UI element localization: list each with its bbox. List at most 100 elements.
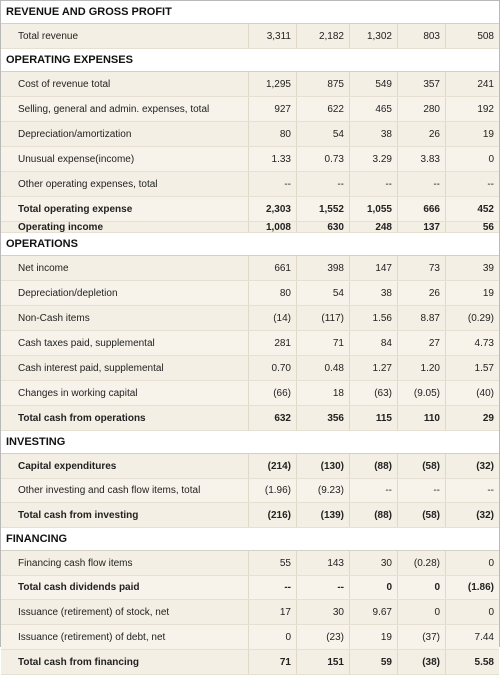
value-cell: 137 [397, 222, 445, 233]
table-row: Cash taxes paid, supplemental 281 71 84 27 4.… [1, 331, 499, 356]
table-row: Unusual expense(income) 1.33 0.73 3.29 3.83 0 [1, 147, 499, 172]
table-row: Total cash from operations 632 356 115 110 29 [1, 406, 499, 431]
value-cell: 632 [248, 406, 296, 430]
value-cell: 0 [445, 551, 499, 575]
section-header: OPERATING EXPENSES [1, 49, 499, 72]
value-cell: -- [397, 479, 445, 502]
value-cell: 18 [296, 381, 349, 405]
row-label: Capital expenditures [18, 460, 117, 472]
value-cell: 622 [296, 97, 349, 121]
value-cell: 2,303 [248, 197, 296, 221]
row-label: Selling, general and admin. expenses, to… [18, 103, 210, 115]
value-cell: (38) [397, 650, 445, 674]
value-cell: 0 [397, 576, 445, 599]
value-cell: 30 [296, 600, 349, 624]
table-row: Cost of revenue total 1,295 875 549 357 241 [1, 72, 499, 97]
table-row: Financing cash flow items 55 143 30 (0.28) 0 [1, 551, 499, 576]
value-cell: (37) [397, 625, 445, 649]
value-cell: 27 [397, 331, 445, 355]
row-label: Financing cash flow items [18, 557, 133, 569]
value-cell: 19 [445, 122, 499, 146]
table-row: Total cash dividends paid -- -- 0 0 (1.86) [1, 576, 499, 600]
value-cell: 0.70 [248, 356, 296, 380]
value-cell: 151 [296, 650, 349, 674]
value-cell: 927 [248, 97, 296, 121]
value-cell: 26 [397, 122, 445, 146]
value-cell: -- [349, 479, 397, 502]
table-row: Depreciation/amortization 80 54 38 26 19 [1, 122, 499, 147]
value-cell: 54 [296, 122, 349, 146]
table-row: Total revenue 3,311 2,182 1,302 803 508 [1, 24, 499, 49]
value-cell: 80 [248, 281, 296, 305]
value-cell: (130) [296, 454, 349, 478]
value-cell: 281 [248, 331, 296, 355]
value-cell: (117) [296, 306, 349, 330]
value-cell: (58) [397, 503, 445, 527]
value-cell: (23) [296, 625, 349, 649]
value-cell: 1.57 [445, 356, 499, 380]
value-cell: -- [349, 172, 397, 196]
value-cell: (0.29) [445, 306, 499, 330]
value-cell: 56 [445, 222, 499, 233]
table-row: Selling, general and admin. expenses, to… [1, 97, 499, 122]
value-cell: 26 [397, 281, 445, 305]
value-cell: 84 [349, 331, 397, 355]
row-label: Other operating expenses, total [18, 178, 158, 190]
table-row: Capital expenditures (214) (130) (88) (58) (3… [1, 454, 499, 479]
value-cell: 73 [397, 256, 445, 280]
section-header: INVESTING [1, 431, 499, 454]
value-cell: (32) [445, 503, 499, 527]
value-cell: 241 [445, 72, 499, 96]
row-label: Total cash from operations [18, 412, 146, 424]
value-cell: 1.20 [397, 356, 445, 380]
value-cell: 1,295 [248, 72, 296, 96]
value-cell: 356 [296, 406, 349, 430]
value-cell: 803 [397, 24, 445, 48]
table-row: Total operating expense 2,303 1,552 1,055 66… [1, 197, 499, 222]
value-cell: -- [445, 479, 499, 502]
value-cell: 8.87 [397, 306, 445, 330]
value-cell: 248 [349, 222, 397, 233]
row-label: Cash interest paid, supplemental [18, 362, 164, 374]
value-cell: 661 [248, 256, 296, 280]
value-cell: 452 [445, 197, 499, 221]
value-cell: 0.48 [296, 356, 349, 380]
row-label: Net income [18, 262, 69, 274]
section-header: FINANCING [1, 528, 499, 551]
value-cell: 0 [349, 576, 397, 599]
value-cell: 0 [397, 600, 445, 624]
value-cell: 54 [296, 281, 349, 305]
value-cell: 147 [349, 256, 397, 280]
row-label: Issuance (retirement) of debt, net [18, 631, 166, 643]
value-cell: 59 [349, 650, 397, 674]
value-cell: (216) [248, 503, 296, 527]
value-cell: 19 [349, 625, 397, 649]
row-label: Other investing and cash flow items, tot… [18, 485, 201, 496]
table-row: Depreciation/depletion 80 54 38 26 19 [1, 281, 499, 306]
value-cell: 1,552 [296, 197, 349, 221]
value-cell: -- [296, 576, 349, 599]
value-cell: (63) [349, 381, 397, 405]
value-cell: 29 [445, 406, 499, 430]
value-cell: 3.29 [349, 147, 397, 171]
row-label: Cash taxes paid, supplemental [18, 337, 155, 349]
row-label: Total cash from financing [18, 656, 139, 668]
value-cell: 30 [349, 551, 397, 575]
value-cell: 398 [296, 256, 349, 280]
value-cell: (32) [445, 454, 499, 478]
value-cell: -- [397, 172, 445, 196]
table-row: Issuance (retirement) of debt, net 0 (23) 1… [1, 625, 499, 650]
value-cell: 2,182 [296, 24, 349, 48]
table-row: Other investing and cash flow items, tot… [1, 479, 499, 503]
value-cell: (0.28) [397, 551, 445, 575]
value-cell: 0 [445, 600, 499, 624]
value-cell: (88) [349, 454, 397, 478]
value-cell: 280 [397, 97, 445, 121]
value-cell: 38 [349, 122, 397, 146]
value-cell: 7.44 [445, 625, 499, 649]
value-cell: 71 [296, 331, 349, 355]
row-label: Depreciation/amortization [18, 128, 132, 140]
row-label: Changes in working capital [18, 387, 138, 399]
row-label: Non-Cash items [18, 312, 90, 324]
